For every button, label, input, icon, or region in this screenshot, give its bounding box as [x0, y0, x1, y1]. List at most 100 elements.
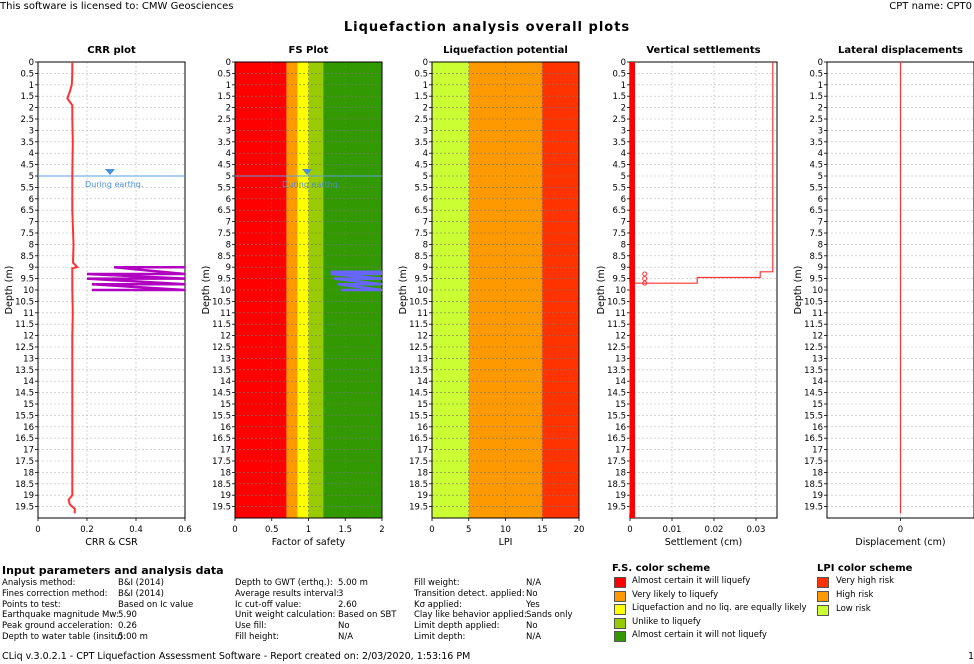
param-value: 2.60 — [338, 599, 357, 610]
y-tick-label: 15 — [615, 400, 626, 410]
fs-scheme-title: F.S. color scheme — [612, 563, 711, 574]
y-tick-label: 14 — [615, 377, 626, 387]
y-tick-label: 10.5 — [804, 297, 823, 307]
y-tick-label: 6.5 — [809, 206, 823, 216]
y-tick-label: 7 — [621, 218, 626, 228]
y-tick-label: 3.5 — [20, 138, 34, 148]
y-tick-label: 1 — [226, 81, 231, 91]
y-tick-label: 19 — [220, 491, 231, 501]
param-label: Ic cut-off value: — [235, 599, 302, 610]
y-tick-label: 15.5 — [212, 411, 231, 421]
y-tick-label: 14 — [417, 377, 428, 387]
y-tick-label: 4 — [621, 149, 626, 159]
y-tick-label: 11 — [615, 309, 626, 319]
y-tick-label: 4.5 — [809, 161, 823, 171]
legend-label: Very likely to liquefy — [632, 589, 719, 600]
param-label: Depth to GWT (erthq.): — [235, 578, 333, 588]
y-tick-label: 6.5 — [217, 206, 231, 216]
x-tick-label: 5 — [466, 525, 471, 535]
y-tick-label: 9.5 — [20, 275, 34, 285]
y-tick-label: 6.5 — [612, 206, 626, 216]
x-tick-label: 0.03 — [747, 525, 766, 535]
param-value: Based on Ic value — [118, 599, 194, 610]
y-tick-label: 12 — [615, 332, 626, 342]
y-axis-label: Depth (m) — [596, 266, 607, 315]
y-tick-label: 5.5 — [20, 183, 34, 193]
y-tick-label: 0 — [29, 58, 34, 68]
x-tick-label: 0.2 — [80, 525, 94, 535]
y-tick-label: 19.5 — [212, 503, 231, 513]
y-tick-label: 0.5 — [414, 69, 428, 79]
y-tick-label: 8 — [29, 240, 34, 250]
y-tick-label: 13.5 — [212, 366, 231, 376]
y-tick-label: 9.5 — [217, 275, 231, 285]
y-tick-label: 11 — [812, 309, 823, 319]
param-label: Clay like behavior applied: — [414, 610, 527, 621]
x-tick-label: 1.5 — [338, 525, 352, 535]
y-tick-label: 17 — [220, 446, 231, 456]
legend-label: Unlike to liquefy — [632, 616, 701, 627]
y-tick-label: 15.5 — [607, 411, 626, 421]
param-label: Earthquake magnitude Mw: — [2, 610, 119, 621]
color-band — [297, 62, 309, 518]
y-tick-label: 16 — [23, 423, 34, 433]
y-tick-label: 2.5 — [809, 115, 823, 125]
y-tick-label: 3.5 — [414, 138, 428, 148]
water-table-marker — [302, 169, 313, 175]
x-axis-label: Settlement (cm) — [665, 537, 743, 548]
x-axis-label: Factor of safety — [272, 537, 346, 548]
y-tick-label: 10.5 — [409, 297, 428, 307]
y-tick-label: 17 — [23, 446, 34, 456]
y-tick-label: 16 — [615, 423, 626, 433]
y-tick-label: 5.5 — [809, 183, 823, 193]
y-tick-label: 5 — [423, 172, 428, 182]
param-value: B&I (2014) — [118, 588, 164, 599]
y-tick-label: 16.5 — [212, 434, 231, 444]
y-tick-label: 13 — [812, 354, 823, 364]
param-label: Points to test: — [2, 599, 61, 610]
y-tick-label: 11.5 — [212, 320, 231, 330]
y-tick-label: 0.5 — [809, 69, 823, 79]
param-value: N/A — [526, 632, 542, 642]
y-tick-label: 4.5 — [217, 161, 231, 171]
x-axis-label: LPI — [499, 537, 513, 548]
x-tick-label: 0 — [429, 525, 434, 535]
chart-title: Lateral displacements — [838, 45, 963, 56]
y-axis-label: Depth (m) — [4, 266, 15, 315]
y-tick-label: 14 — [220, 377, 231, 387]
param-value: Based on SBT — [338, 610, 397, 621]
y-tick-label: 9.5 — [612, 275, 626, 285]
legend-label: Almost certain it will liquefy — [632, 576, 751, 586]
y-tick-label: 3 — [226, 126, 231, 136]
param-label: Transition detect. applied: — [414, 588, 525, 599]
y-tick-label: 8 — [818, 240, 823, 250]
data-point — [642, 276, 648, 282]
y-tick-label: 18.5 — [15, 480, 34, 490]
y-tick-label: 7 — [818, 218, 823, 228]
y-tick-label: 11.5 — [409, 320, 428, 330]
y-tick-label: 2 — [621, 104, 626, 114]
y-tick-label: 1.5 — [414, 92, 428, 102]
y-tick-label: 4 — [226, 149, 231, 159]
y-tick-label: 12 — [812, 332, 823, 342]
y-tick-label: 6 — [621, 195, 626, 205]
y-tick-label: 2 — [423, 104, 428, 114]
y-tick-label: 9.5 — [414, 275, 428, 285]
y-tick-label: 15.5 — [409, 411, 428, 421]
y-tick-label: 1.5 — [217, 92, 231, 102]
y-axis-label: Depth (m) — [793, 266, 804, 315]
y-tick-label: 11 — [417, 309, 428, 319]
legend-label: High risk — [836, 590, 874, 600]
y-tick-label: 19.5 — [607, 503, 626, 513]
y-tick-label: 9 — [423, 263, 428, 273]
y-tick-label: 13.5 — [15, 366, 34, 376]
water-table-marker — [105, 169, 116, 175]
series-line — [66, 62, 80, 514]
x-tick-label: 0.5 — [265, 525, 279, 535]
y-tick-label: 17.5 — [409, 457, 428, 467]
param-value: 5.90 — [118, 610, 137, 621]
y-tick-label: 8.5 — [414, 252, 428, 262]
y-tick-label: 5 — [621, 172, 626, 182]
y-tick-label: 4.5 — [612, 161, 626, 171]
y-tick-label: 18 — [615, 468, 626, 478]
